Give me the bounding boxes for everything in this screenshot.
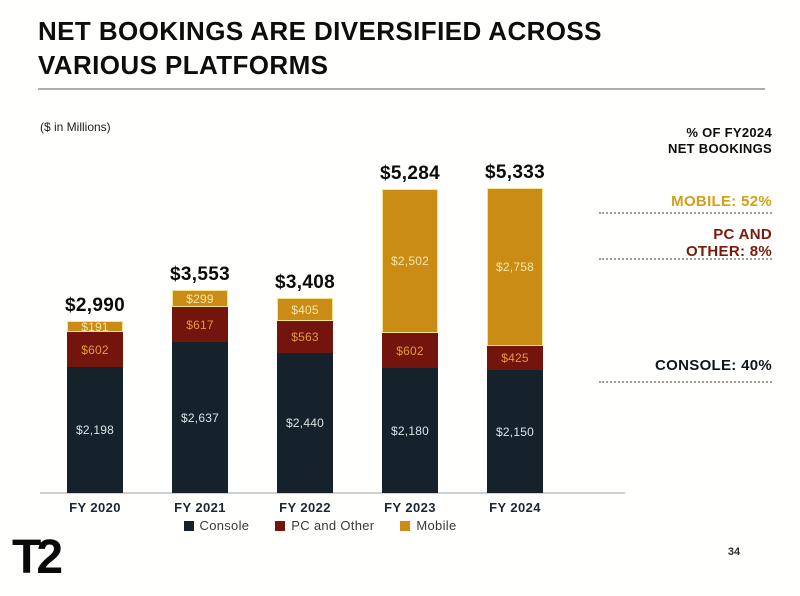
segment-console-fy-2022: $2,440 xyxy=(277,353,333,493)
segment-value-label: $602 xyxy=(396,343,424,358)
segment-value-label: $617 xyxy=(186,317,214,332)
segment-pc-fy-2021: $617 xyxy=(172,307,228,342)
annotation-mobile-share: MOBILE: 52% xyxy=(671,193,772,210)
x-axis-label-fy-2022: FY 2022 xyxy=(279,500,331,515)
legend-item-pc: PC and Other xyxy=(275,518,374,533)
segment-mobile-fy-2022: $405 xyxy=(277,298,333,321)
segment-value-label: $425 xyxy=(501,351,529,365)
bar-fy-2021: $2,637 $617 $299 xyxy=(172,290,228,493)
segment-console-fy-2023: $2,180 xyxy=(382,368,438,493)
right-panel-header: % OF FY2024 NET BOOKINGS xyxy=(668,125,772,157)
total-label-fy-2024: $5,333 xyxy=(485,162,545,183)
segment-value-label: $2,198 xyxy=(76,423,114,437)
segment-mobile-fy-2023: $2,502 xyxy=(382,189,438,333)
segment-pc-fy-2022: $563 xyxy=(277,321,333,353)
annotation-pc-share: PC AND OTHER: 8% xyxy=(686,226,772,260)
segment-value-label: $2,440 xyxy=(286,416,324,430)
right-panel-header-line1: % OF FY2024 xyxy=(686,125,772,140)
slide-title: NET BOOKINGS ARE DIVERSIFIED ACROSS VARI… xyxy=(38,14,678,82)
segment-mobile-fy-2020: $191 xyxy=(67,319,123,334)
segment-value-label: $2,502 xyxy=(391,254,429,268)
segment-value-label: $2,637 xyxy=(181,410,219,425)
dotted-leader-console xyxy=(599,381,772,383)
segment-value-label: $602 xyxy=(81,342,109,357)
segment-pc-fy-2024: $425 xyxy=(487,346,543,370)
segment-mobile-fy-2021: $299 xyxy=(172,290,228,307)
bar-fy-2022: $2,440 $563 $405 xyxy=(277,298,333,493)
annotation-pc-line1: PC AND xyxy=(713,226,772,243)
segment-console-fy-2024: $2,150 xyxy=(487,370,543,493)
legend-swatch-console xyxy=(183,520,194,531)
x-axis-label-fy-2024: FY 2024 xyxy=(489,500,541,515)
x-axis-label-fy-2023: FY 2023 xyxy=(384,500,436,515)
segment-value-label: $191 xyxy=(81,319,109,334)
segment-value-label: $2,150 xyxy=(496,424,534,439)
dotted-leader-mobile xyxy=(599,212,772,214)
segment-value-label: $2,180 xyxy=(391,423,429,438)
legend-swatch-mobile xyxy=(400,520,411,531)
x-axis-label-fy-2020: FY 2020 xyxy=(69,500,121,515)
annotation-pc-line2: OTHER: 8% xyxy=(685,243,772,260)
slide-title-line1: NET BOOKINGS ARE DIVERSIFIED ACROSS xyxy=(38,16,602,46)
legend-item-console: Console xyxy=(183,518,250,533)
segment-value-label: $563 xyxy=(291,330,319,344)
total-label-fy-2020: $2,990 xyxy=(65,295,125,316)
title-divider xyxy=(38,88,765,90)
segment-console-fy-2021: $2,637 xyxy=(172,342,228,493)
t2-logo: T2 xyxy=(12,531,63,584)
bar-fy-2023: $2,180 $602 $2,502 xyxy=(382,189,438,493)
dotted-leader-pc xyxy=(599,258,772,260)
total-label-fy-2023: $5,284 xyxy=(380,163,440,184)
segment-pc-fy-2023: $602 xyxy=(382,333,438,368)
right-panel-header-line2: NET BOOKINGS xyxy=(668,141,772,156)
slide-title-line2: VARIOUS PLATFORMS xyxy=(38,50,329,80)
segment-mobile-fy-2024: $2,758 xyxy=(487,188,543,346)
total-label-fy-2021: $3,553 xyxy=(170,264,230,285)
legend-item-mobile: Mobile xyxy=(400,518,456,533)
segment-value-label: $2,758 xyxy=(496,260,534,274)
legend-swatch-pc xyxy=(275,520,286,531)
legend-label-console: Console xyxy=(199,518,250,533)
chart-legend: Console PC and Other Mobile xyxy=(40,518,600,533)
segment-value-label: $299 xyxy=(186,291,214,306)
x-axis-label-fy-2021: FY 2021 xyxy=(174,500,226,515)
legend-label-pc: PC and Other xyxy=(291,518,375,533)
annotation-console-share: CONSOLE: 40% xyxy=(655,357,772,374)
bar-fy-2024: $2,150 $425 $2,758 xyxy=(487,188,543,493)
segment-pc-fy-2020: $602 xyxy=(67,332,123,367)
segment-console-fy-2020: $2,198 xyxy=(67,367,123,493)
x-axis-line xyxy=(40,492,625,494)
page-number: 34 xyxy=(727,546,741,558)
segment-value-label: $405 xyxy=(291,302,319,317)
bar-fy-2020: $2,198 $602 $191 xyxy=(67,319,123,493)
units-note: ($ in Millions) xyxy=(40,120,111,134)
legend-label-mobile: Mobile xyxy=(416,518,457,533)
total-label-fy-2022: $3,408 xyxy=(275,272,335,293)
